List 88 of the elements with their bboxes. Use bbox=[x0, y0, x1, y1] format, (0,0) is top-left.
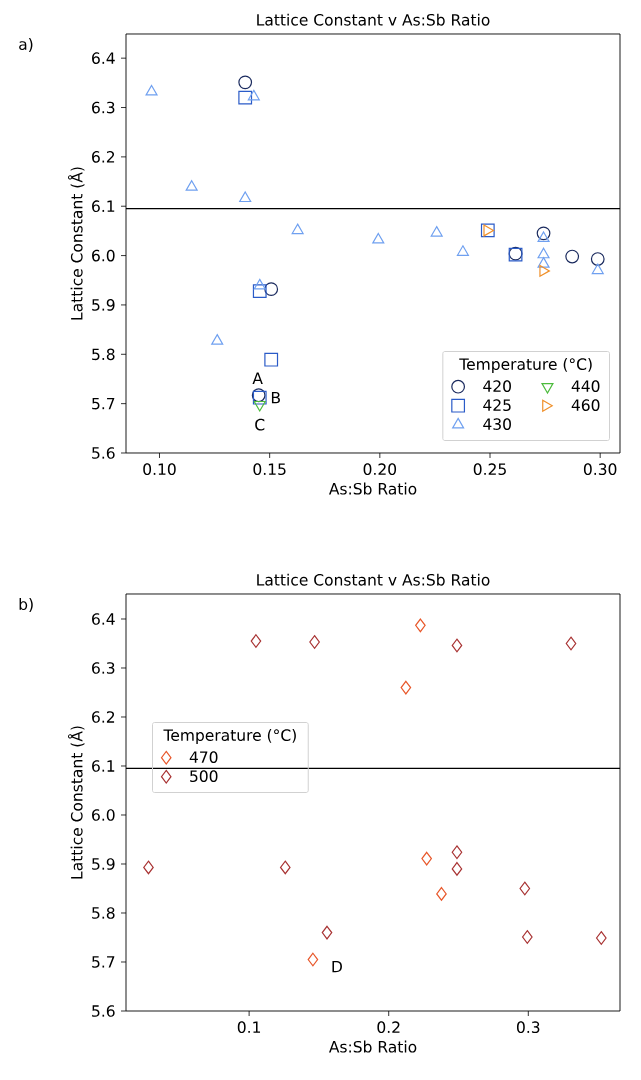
text: b) bbox=[19, 598, 33, 612]
point bbox=[279, 860, 291, 875]
point bbox=[238, 90, 253, 105]
legend-label: 420 bbox=[483, 380, 511, 393]
y-tick-label: 5.7 bbox=[92, 397, 115, 410]
point bbox=[238, 75, 253, 90]
annotation: B bbox=[271, 392, 280, 404]
legend-title: Temperature (°C) bbox=[459, 358, 592, 374]
point bbox=[309, 635, 320, 649]
x-tick-label: 0.10 bbox=[143, 463, 176, 476]
x-tick-label: 0.2 bbox=[377, 1021, 400, 1034]
legend-label: 430 bbox=[483, 418, 511, 431]
point bbox=[451, 861, 463, 876]
point bbox=[291, 223, 304, 235]
point bbox=[519, 881, 531, 896]
point bbox=[537, 257, 550, 268]
point bbox=[307, 952, 319, 967]
y-tick-label: 6.1 bbox=[92, 200, 115, 213]
point bbox=[250, 634, 262, 648]
y-tick-label: 5.9 bbox=[92, 299, 115, 311]
point bbox=[430, 225, 443, 237]
point bbox=[456, 245, 469, 256]
legend-label: 470 bbox=[189, 751, 218, 764]
point bbox=[565, 636, 577, 651]
point bbox=[590, 252, 605, 266]
point bbox=[436, 886, 447, 901]
point bbox=[421, 851, 432, 866]
x-tick-label: 0.15 bbox=[253, 463, 286, 476]
legend-title: Temperature (°C) bbox=[163, 729, 296, 745]
x-tick-label: 0.30 bbox=[583, 463, 617, 476]
point bbox=[264, 352, 279, 367]
y-tick-label: 5.8 bbox=[92, 348, 115, 361]
y-axis-title: Lattice Constant (Å) bbox=[68, 726, 85, 879]
y-tick-label: 6.3 bbox=[92, 101, 115, 114]
point bbox=[253, 278, 266, 290]
legend-label: 500 bbox=[190, 770, 218, 783]
point bbox=[521, 930, 533, 944]
y-tick-label: 5.7 bbox=[92, 956, 115, 968]
chart-title: Lattice Constant v As:Sb Ratio bbox=[257, 573, 490, 586]
y-tick-label: 6.2 bbox=[92, 151, 115, 163]
point bbox=[565, 249, 580, 264]
y-tick-label: 5.9 bbox=[92, 858, 115, 870]
point bbox=[185, 180, 198, 191]
x-tick-label: 0.25 bbox=[473, 463, 506, 476]
chart-title: Lattice Constant v As:Sb Ratio bbox=[257, 13, 490, 26]
y-tick-label: 5.8 bbox=[92, 907, 115, 919]
point bbox=[537, 231, 550, 243]
y-tick-label: 5.6 bbox=[92, 1005, 115, 1017]
point bbox=[239, 191, 252, 203]
legend-label: 460 bbox=[571, 399, 600, 412]
point bbox=[539, 264, 551, 277]
text: a) bbox=[19, 38, 33, 52]
point bbox=[264, 282, 279, 297]
point bbox=[536, 226, 551, 241]
legend-label: 440 bbox=[571, 380, 600, 393]
point bbox=[143, 860, 154, 875]
point bbox=[415, 618, 426, 633]
x-tick-label: 0.3 bbox=[516, 1021, 540, 1034]
y-axis-title: Lattice Constant (Å) bbox=[68, 167, 85, 320]
point bbox=[253, 400, 266, 412]
y-tick-label: 6.1 bbox=[92, 760, 115, 772]
x-tick-label: 0.1 bbox=[237, 1021, 261, 1034]
point bbox=[372, 232, 385, 244]
annotation: A bbox=[252, 372, 263, 384]
x-axis-title: As:Sb Ratio bbox=[328, 482, 417, 495]
y-tick-label: 6.0 bbox=[92, 809, 115, 821]
point bbox=[321, 925, 333, 940]
legend-label: 425 bbox=[483, 399, 511, 412]
point bbox=[400, 680, 412, 695]
point bbox=[211, 334, 224, 345]
point bbox=[591, 263, 604, 275]
point bbox=[451, 638, 463, 653]
point bbox=[247, 89, 260, 101]
y-tick-label: 6.4 bbox=[92, 52, 115, 65]
y-tick-label: 6.0 bbox=[92, 249, 115, 262]
y-tick-label: 6.4 bbox=[92, 613, 115, 625]
x-axis-title: As:Sb Ratio bbox=[328, 1040, 417, 1053]
point bbox=[451, 845, 463, 860]
annotation: C bbox=[255, 418, 265, 431]
point bbox=[595, 931, 607, 945]
annotation: D bbox=[332, 960, 342, 973]
y-tick-label: 5.6 bbox=[92, 447, 115, 459]
point bbox=[145, 84, 158, 96]
x-tick-label: 0.20 bbox=[363, 463, 397, 476]
y-tick-label: 6.3 bbox=[92, 662, 115, 674]
y-tick-label: 6.2 bbox=[92, 711, 115, 723]
point bbox=[537, 247, 550, 259]
point bbox=[252, 284, 267, 299]
